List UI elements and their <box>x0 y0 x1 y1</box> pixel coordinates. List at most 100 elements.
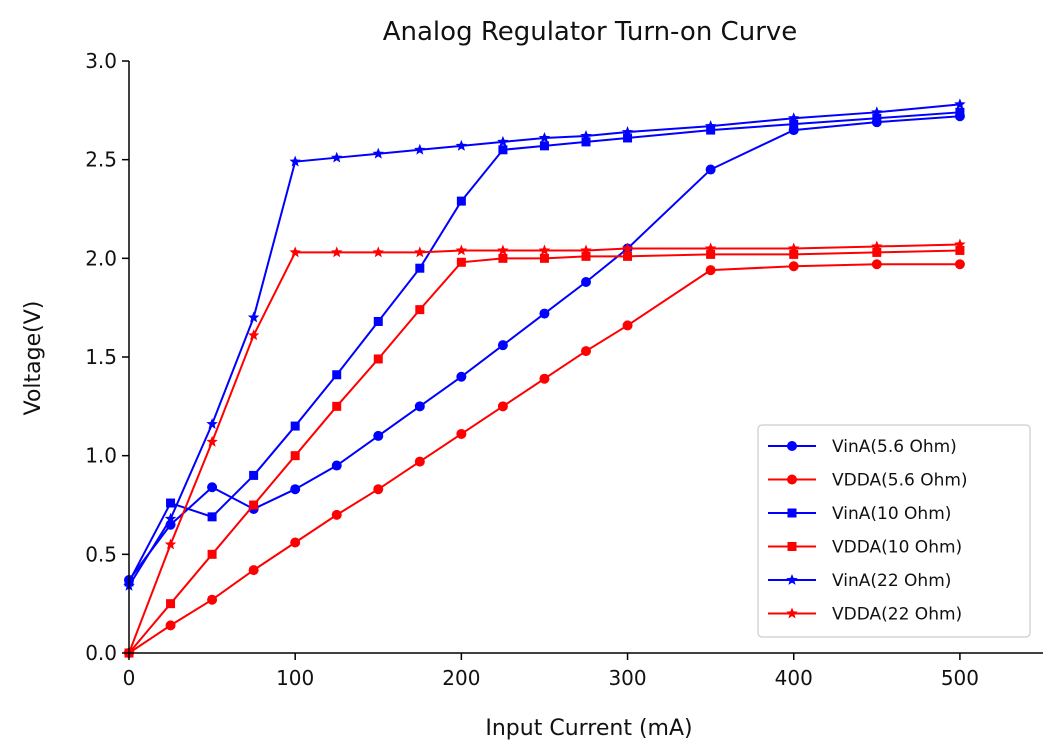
legend-item: VinA(10 Ohm) <box>768 504 951 524</box>
x-tick-label: 200 <box>442 666 480 690</box>
y-tick-label: 1.0 <box>85 444 117 468</box>
data-point <box>164 538 177 550</box>
data-point <box>580 244 592 256</box>
data-point <box>706 125 716 135</box>
data-point <box>414 456 425 467</box>
data-point <box>788 242 800 254</box>
x-tick-label: 0 <box>123 666 136 690</box>
data-point <box>290 484 301 495</box>
legend-item: VDDA(22 Ohm) <box>768 605 962 625</box>
data-point <box>497 340 508 351</box>
y-axis-ticks: 0.0 0.5 1.0 1.5 2.0 2.5 3.0 <box>85 49 129 665</box>
data-point <box>704 242 717 254</box>
data-point <box>456 428 467 439</box>
data-point <box>207 594 218 605</box>
data-point <box>539 373 550 384</box>
data-point <box>290 421 300 431</box>
data-point <box>871 240 883 252</box>
data-point <box>247 311 260 323</box>
legend-item: VDDA(5.6 Ohm) <box>768 471 968 491</box>
data-point <box>871 259 882 270</box>
data-point <box>373 354 383 364</box>
legend-label: VinA(22 Ohm) <box>832 571 951 591</box>
data-point <box>497 401 508 412</box>
x-axis-label: Input Current (mA) <box>485 716 692 741</box>
data-point <box>622 320 633 331</box>
data-point <box>581 137 591 147</box>
legend-item: VinA(22 Ohm) <box>768 571 951 591</box>
data-point <box>166 599 176 609</box>
data-point <box>705 164 716 175</box>
data-point <box>498 253 508 263</box>
data-point <box>539 141 549 151</box>
data-point <box>538 244 551 256</box>
data-point <box>290 537 301 548</box>
data-point <box>580 129 592 141</box>
x-tick-label: 500 <box>941 666 979 690</box>
series-0 <box>124 111 965 585</box>
data-point <box>373 316 383 326</box>
data-point <box>164 512 177 524</box>
data-point <box>249 500 259 510</box>
data-point <box>415 305 425 315</box>
data-point <box>372 246 384 258</box>
data-point <box>581 277 591 288</box>
data-point <box>414 401 425 412</box>
data-point <box>623 251 633 261</box>
y-tick-label: 0.0 <box>85 641 117 665</box>
legend-item: VDDA(10 Ohm) <box>768 538 962 558</box>
data-point <box>455 139 468 151</box>
data-point <box>373 484 384 495</box>
data-point <box>498 145 508 155</box>
legend-swatch-marker <box>787 542 797 551</box>
x-tick-label: 100 <box>276 666 314 690</box>
x-tick-label: 300 <box>608 666 646 690</box>
legend-label: VDDA(22 Ohm) <box>832 605 962 625</box>
data-point <box>788 261 799 272</box>
data-point <box>954 259 965 270</box>
data-point <box>206 435 218 447</box>
data-point <box>704 120 717 131</box>
data-point <box>289 246 301 258</box>
data-point <box>621 126 634 137</box>
y-tick-label: 2.5 <box>85 148 117 172</box>
legend-label: VinA(5.6 Ohm) <box>832 437 957 457</box>
data-point <box>455 244 468 256</box>
data-point <box>789 119 799 129</box>
legend-label: VinA(10 Ohm) <box>832 504 951 524</box>
data-point <box>249 470 259 480</box>
legend-swatch-marker <box>786 607 798 619</box>
data-point <box>373 430 384 441</box>
legend-swatch-marker <box>787 474 797 485</box>
data-point <box>207 482 218 493</box>
data-point <box>332 370 342 380</box>
data-point <box>372 147 384 159</box>
data-point <box>165 620 176 631</box>
data-point <box>581 346 591 357</box>
legend-swatch-marker <box>786 574 798 585</box>
data-point <box>497 244 509 256</box>
data-point <box>332 401 342 411</box>
data-point <box>456 196 466 206</box>
data-point <box>955 107 965 117</box>
data-point <box>456 257 466 267</box>
data-point <box>871 106 883 118</box>
data-point <box>706 249 716 259</box>
legend-label: VDDA(5.6 Ohm) <box>832 471 968 491</box>
data-point <box>456 371 467 382</box>
data-point <box>248 565 259 576</box>
chart-title: Analog Regulator Turn-on Curve <box>383 17 798 47</box>
data-point <box>289 155 301 167</box>
plot-area <box>123 61 1043 658</box>
data-point <box>247 329 260 341</box>
legend-item: VinA(5.6 Ohm) <box>768 437 957 457</box>
data-point <box>497 135 509 147</box>
data-point <box>206 418 218 429</box>
data-point <box>872 247 882 257</box>
data-point <box>789 249 799 259</box>
y-tick-label: 2.0 <box>85 246 117 270</box>
data-point <box>872 113 882 123</box>
data-point <box>414 246 426 258</box>
data-point <box>415 263 425 273</box>
